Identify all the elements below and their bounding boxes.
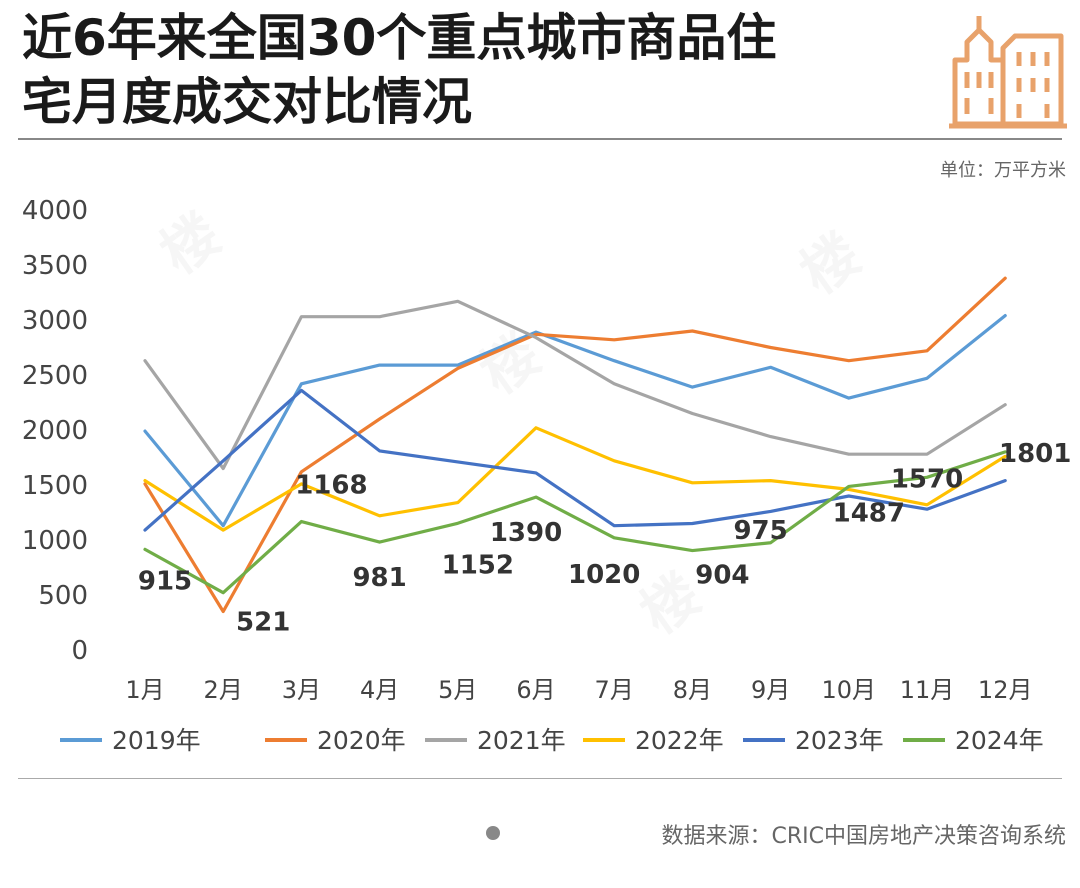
y-tick-label: 2500 [22, 361, 88, 391]
data-label: 1168 [295, 471, 367, 501]
x-tick-label: 8月 [673, 676, 712, 704]
y-tick-label: 500 [38, 581, 88, 611]
y-tick-label: 3500 [22, 251, 88, 281]
x-tick-label: 2月 [204, 676, 243, 704]
x-tick-label: 4月 [360, 676, 399, 704]
legend-label: 2021年 [477, 726, 566, 755]
y-tick-label: 2000 [22, 416, 88, 446]
page-title: 近6年来全国30个重点城市商品住 宅月度成交对比情况 [22, 6, 922, 134]
y-tick-label: 0 [71, 636, 88, 666]
x-tick-label: 7月 [595, 676, 634, 704]
data-label: 1801 [999, 439, 1071, 469]
series-line-2020年 [143, 276, 1007, 614]
series-line-2024年 [143, 450, 1007, 595]
legend-label: 2023年 [795, 726, 884, 755]
x-tick-label: 1月 [125, 676, 164, 704]
data-label: 904 [695, 561, 749, 591]
series-line-2019年 [143, 314, 1007, 528]
building-icon [949, 16, 1067, 129]
legend-label: 2024年 [955, 726, 1044, 755]
y-tick-label: 1500 [22, 471, 88, 501]
data-label: 1487 [833, 498, 905, 528]
line-chart: 0 500 1000 1500 2000 2500 3000 3500 4000 1月 2月 3月 4月… [22, 196, 1072, 755]
title-line-1: 近6年来全国30个重点城市商品住 [22, 9, 777, 67]
series-line-2023年 [143, 388, 1007, 532]
data-label: 1570 [891, 464, 963, 494]
x-tick-label: 6月 [516, 676, 555, 704]
source-note: 数据来源：CRIC中国房地产决策咨询系统 [661, 824, 1067, 849]
data-label: 975 [733, 516, 787, 546]
x-tick-label: 10月 [822, 676, 877, 704]
x-tick-label: 12月 [978, 676, 1033, 704]
legend-label: 2019年 [112, 726, 201, 755]
data-label: 981 [352, 563, 406, 593]
data-label: 1020 [568, 560, 640, 590]
title-line-2: 宅月度成交对比情况 [22, 73, 472, 131]
footer-divider [18, 778, 1062, 779]
x-tick-label: 5月 [438, 676, 477, 704]
y-tick-label: 1000 [22, 526, 88, 556]
x-tick-label: 11月 [900, 676, 955, 704]
x-tick-label: 3月 [282, 676, 321, 704]
data-label: 521 [236, 608, 290, 638]
legend-label: 2022年 [635, 726, 724, 755]
legend-label: 2020年 [317, 726, 406, 755]
data-label: 1152 [442, 550, 514, 580]
x-tick-label: 9月 [751, 676, 790, 704]
unit-label: 单位：万平方米 [940, 160, 1066, 181]
bullet-icon [486, 826, 500, 840]
series-line-2022年 [143, 426, 1007, 532]
y-tick-label: 3000 [22, 306, 88, 336]
header-divider [18, 138, 1062, 140]
series-line-2021年 [143, 299, 1007, 471]
data-label: 915 [138, 566, 192, 596]
data-label: 1390 [490, 518, 562, 548]
y-tick-label: 4000 [22, 196, 88, 226]
